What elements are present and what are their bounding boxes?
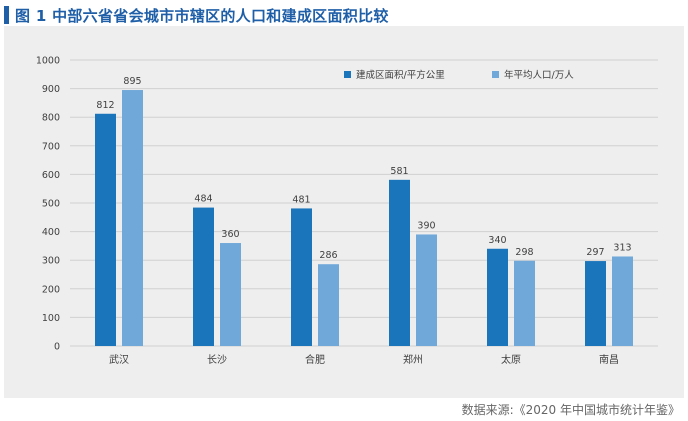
x-category-label: 合肥	[305, 353, 325, 366]
bar-population	[514, 260, 535, 346]
y-tick-label: 600	[42, 170, 60, 181]
y-tick-label: 400	[42, 227, 60, 238]
bar-area	[487, 248, 508, 346]
x-category-label: 太原	[501, 353, 521, 366]
legend-label: 建成区面积/平方公里	[356, 69, 445, 81]
y-tick-label: 1000	[36, 56, 60, 67]
y-tick-label: 0	[54, 342, 60, 353]
title-accent-mark	[4, 6, 9, 24]
y-tick-label: 300	[42, 256, 60, 267]
x-category-label: 武汉	[109, 353, 129, 366]
bar-area	[95, 113, 116, 346]
bar-value-label: 581	[390, 166, 408, 177]
bar-area	[585, 261, 606, 346]
bar-population	[318, 264, 339, 346]
figure-title-bar: 图 1 中部六省省会城市市辖区的人口和建成区面积比较	[4, 4, 389, 26]
data-source-note: 数据来源:《2020 年中国城市统计年鉴》	[461, 403, 680, 417]
legend-label: 年平均人口/万人	[504, 69, 574, 81]
bar-value-label: 812	[96, 100, 114, 111]
x-category-label: 郑州	[403, 353, 423, 366]
bar-area	[291, 208, 312, 346]
y-tick-label: 100	[42, 313, 60, 324]
bar-chart: 0 100 200 300 400 500 600 700 800 900 1000 812 895 武汉…	[36, 56, 658, 366]
bar-value-label: 390	[417, 220, 435, 231]
y-tick-label: 700	[42, 141, 60, 152]
bar-value-label: 481	[292, 194, 310, 205]
bar-value-label: 313	[613, 242, 631, 253]
y-tick-label: 500	[42, 199, 60, 210]
bar-value-label: 895	[123, 76, 141, 87]
x-category-label: 南昌	[599, 353, 619, 366]
bar-population	[122, 90, 143, 346]
bar-value-label: 297	[586, 247, 604, 258]
legend-swatch	[492, 71, 499, 78]
legend-swatch	[344, 71, 351, 78]
bar-area	[389, 179, 410, 346]
bar-value-label: 360	[221, 229, 239, 240]
bar-area	[193, 207, 214, 346]
bar-population	[612, 256, 633, 346]
bar-population	[220, 243, 241, 346]
figure-title: 图 1 中部六省省会城市市辖区的人口和建成区面积比较	[15, 6, 389, 25]
y-tick-label: 800	[42, 113, 60, 124]
bar-value-label: 340	[488, 235, 506, 246]
y-tick-label: 900	[42, 84, 60, 95]
bar-value-label: 484	[194, 194, 212, 205]
chart-panel: 0 100 200 300 400 500 600 700 800 900 1000 812 895 武汉…	[4, 26, 684, 398]
bar-population	[416, 234, 437, 346]
x-category-label: 长沙	[207, 354, 227, 366]
y-tick-label: 200	[42, 284, 60, 295]
bar-value-label: 298	[515, 247, 533, 258]
bar-value-label: 286	[319, 250, 337, 261]
